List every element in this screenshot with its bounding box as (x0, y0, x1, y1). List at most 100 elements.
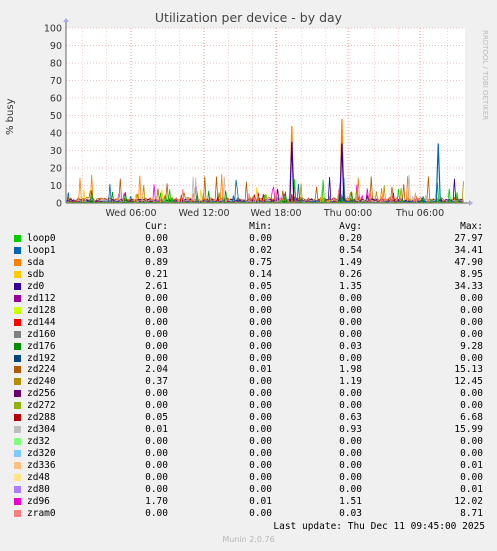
last-update: Last update: Thu Dec 11 09:45:00 2025 (273, 521, 485, 532)
legend-name: sda (27, 256, 45, 268)
legend-min: 0.00 (249, 507, 272, 519)
legend-min: 0.00 (249, 472, 272, 483)
spike-zd0 (339, 143, 345, 202)
legend-swatch (14, 318, 21, 326)
y-axis-arrow (63, 18, 69, 22)
legend-max: 0.00 (460, 472, 483, 483)
munin-version: Munin 2.0.76 (222, 535, 275, 544)
legend-row: zd176 0.00 0.00 0.03 9.28 (0, 341, 497, 353)
legend-row: zd0 2.61 0.05 1.35 34.33 (0, 281, 497, 293)
legend-name: zram0 (27, 507, 56, 519)
legend-cur: 0.00 (145, 233, 168, 244)
legend-avg: 0.00 (339, 304, 362, 316)
y-tick-label: 20 (50, 164, 62, 175)
legend-cur: 0.00 (145, 388, 168, 400)
legend-cur: 0.89 (145, 256, 168, 268)
legend-header-cur: Cur: (145, 221, 168, 232)
chart-title: Utilization per device - by day (154, 10, 343, 25)
legend-name: loop0 (27, 233, 56, 244)
legend-min: 0.00 (249, 483, 272, 495)
legend-min: 0.00 (249, 304, 272, 316)
legend-min: 0.00 (249, 436, 272, 448)
legend-min: 0.00 (249, 292, 272, 304)
legend-cur: 0.00 (145, 304, 168, 316)
legend-max: 0.00 (460, 448, 483, 460)
legend-row: zd48 0.00 0.00 0.00 0.00 (0, 472, 497, 484)
legend-avg: 1.51 (339, 495, 362, 507)
legend-max: 15.13 (454, 364, 483, 376)
legend-header-avg: Avg: (339, 221, 362, 232)
legend-max: 6.68 (460, 412, 483, 424)
legend-avg: 0.00 (339, 352, 362, 364)
legend-name: zd320 (27, 448, 56, 460)
legend-cur: 0.00 (145, 507, 168, 519)
legend-avg: 0.00 (339, 292, 362, 304)
legend-max: 47.90 (454, 256, 483, 268)
legend-swatch (14, 354, 21, 362)
legend-header: Cur: Min: Avg: Max: (0, 221, 497, 233)
legend-row: zd160 0.00 0.00 0.00 0.00 (0, 329, 497, 341)
legend-max: 0.01 (460, 460, 483, 472)
legend-swatch (14, 330, 21, 338)
legend-swatch (14, 342, 21, 350)
legend-max: 0.00 (460, 388, 483, 400)
legend-name: zd224 (27, 364, 56, 376)
legend-min: 0.00 (249, 424, 272, 436)
legend-row: zd128 0.00 0.00 0.00 0.00 (0, 305, 497, 317)
legend-name: zd240 (27, 376, 56, 388)
legend-name: zd176 (27, 340, 56, 352)
legend-row: zd112 0.00 0.00 0.00 0.00 (0, 293, 497, 305)
legend-avg: 0.00 (339, 328, 362, 340)
spike-zd0 (289, 141, 295, 202)
spike-loop1 (435, 143, 441, 202)
legend-swatch (14, 474, 21, 481)
legend-min: 0.75 (249, 256, 272, 268)
legend-name: zd96 (27, 495, 50, 507)
legend-avg: 0.03 (339, 340, 362, 352)
legend-row: loop0 0.00 0.00 0.20 27.97 (0, 233, 497, 245)
legend-avg: 0.00 (339, 436, 362, 448)
legend-cur: 0.03 (145, 244, 168, 256)
rrdtool-watermark: RRDTOOL / TOBI OETIKER (481, 30, 489, 121)
legend-row: zd336 0.00 0.00 0.00 0.01 (0, 460, 497, 472)
x-tick-label: Thu 00:00 (323, 208, 372, 219)
legend-avg: 0.00 (339, 483, 362, 495)
legend-name: zd144 (27, 316, 56, 328)
legend-avg: 1.35 (339, 280, 362, 292)
legend-cur: 0.00 (145, 400, 168, 412)
legend-max: 8.95 (460, 268, 483, 280)
legend-cur: 0.00 (145, 448, 168, 460)
legend-cur: 0.00 (145, 472, 168, 483)
legend-row: zd288 0.05 0.00 0.63 6.68 (0, 412, 497, 424)
legend-min: 0.00 (249, 412, 272, 424)
legend-cur: 0.05 (145, 412, 168, 424)
legend-min: 0.05 (249, 280, 272, 292)
legend-name: zd112 (27, 292, 56, 304)
legend-swatch (14, 282, 21, 290)
legend-min: 0.01 (249, 364, 272, 376)
x-axis-arrow (469, 200, 473, 206)
legend-avg: 0.26 (339, 268, 362, 280)
legend-swatch (14, 450, 21, 458)
utilization-chart: 0 10 20 30 40 50 60 70 80 90 100 Wed 06:00 Wed 12:00… (44, 18, 473, 219)
legend-name: zd272 (27, 400, 56, 412)
legend-cur: 1.70 (145, 495, 168, 507)
y-tick-label: 80 (50, 59, 62, 70)
legend-avg: 0.20 (339, 233, 362, 244)
legend-name: sdb (27, 268, 45, 280)
legend-min: 0.02 (249, 244, 272, 256)
legend-swatch (14, 294, 21, 302)
legend-swatch (14, 414, 21, 422)
legend-swatch (14, 509, 21, 517)
y-tick-label: 30 (50, 146, 62, 157)
legend-row: zd224 2.04 0.01 1.98 15.13 (0, 364, 497, 376)
legend-avg: 0.00 (339, 448, 362, 460)
legend-min: 0.00 (249, 460, 272, 472)
y-axis-label: % busy (5, 98, 16, 136)
legend-swatch (14, 378, 21, 386)
legend-max: 0.00 (460, 400, 483, 412)
x-tick-label: Thu 06:00 (395, 208, 444, 219)
legend-min: 0.00 (249, 352, 272, 364)
legend-swatch (14, 438, 21, 446)
legend-min: 0.00 (249, 400, 272, 412)
